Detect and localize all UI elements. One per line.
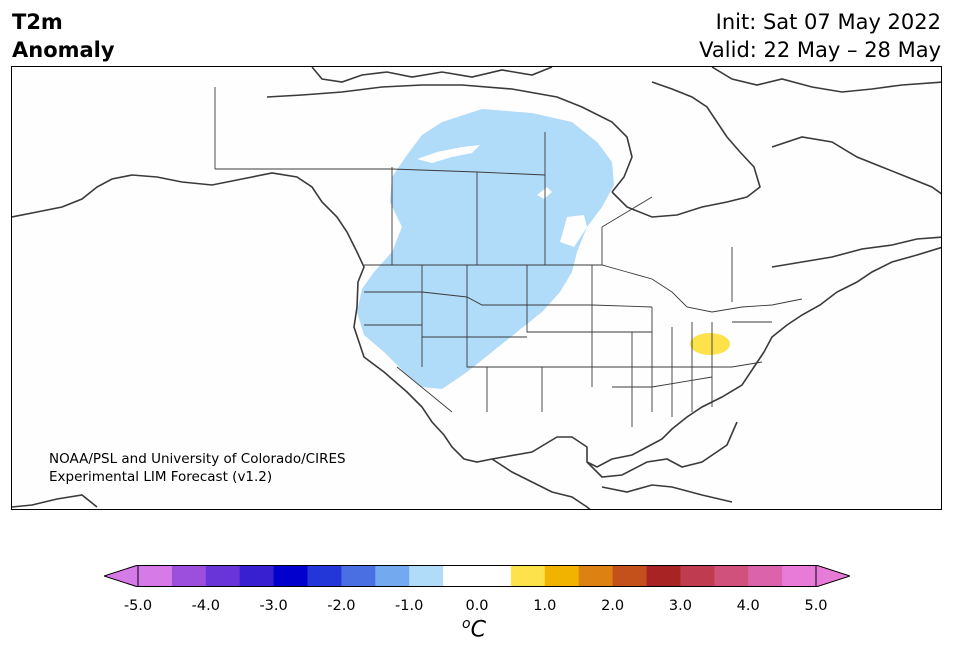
- plot-title: T2m Anomaly: [12, 8, 115, 64]
- colorbar-tick-label: -5.0: [123, 598, 153, 614]
- map-canvas: [12, 67, 941, 509]
- colorbar-segment: [578, 565, 614, 587]
- colorbar-segment: [307, 565, 342, 587]
- colorbar-segment: [375, 565, 410, 587]
- colorbar-segment: [714, 565, 749, 587]
- unit-degree: o: [462, 616, 471, 632]
- unit-letter: C: [470, 617, 486, 643]
- colorbar-unit: oC: [462, 616, 486, 642]
- valid-range: Valid: 22 May – 28 May: [699, 38, 941, 62]
- coastlines: [12, 67, 941, 509]
- title-line-2: Anomaly: [12, 38, 115, 62]
- colorbar-segment: [782, 565, 817, 587]
- colorbar-tick-label: -4.0: [191, 598, 220, 614]
- date-info: Init: Sat 07 May 2022 Valid: 22 May – 28…: [699, 8, 941, 64]
- title-line-1: T2m: [12, 10, 63, 34]
- colorbar-tick-label: 0.0: [465, 598, 489, 614]
- colorbar-segment: [273, 565, 308, 587]
- borders: [214, 87, 803, 427]
- colorbar-segment: [443, 565, 478, 587]
- cold-anomaly-region: [357, 109, 614, 389]
- colorbar-segment: [544, 565, 580, 587]
- colorbar-segment: [612, 565, 647, 587]
- colorbar-segment: [748, 565, 783, 587]
- credit-text: NOAA/PSL and University of Colorado/CIRE…: [49, 450, 346, 486]
- colorbar-segment: [646, 565, 681, 587]
- colorbar-tick-label: -1.0: [395, 598, 424, 614]
- colorbar-segment: [409, 565, 444, 587]
- colorbar-tick-label: 1.0: [533, 598, 557, 614]
- colorbar: [104, 565, 850, 587]
- colorbar-under-arrow: [104, 565, 139, 587]
- colorbar-tick-label: 3.0: [668, 598, 692, 614]
- colorbar-segment: [510, 565, 546, 587]
- colorbar-tick-label: 2.0: [601, 598, 625, 614]
- map-panel: NOAA/PSL and University of Colorado/CIRE…: [11, 66, 942, 510]
- colorbar-segment: [477, 565, 512, 587]
- colorbar-segment: [239, 565, 275, 587]
- colorbar-tick-label: 4.0: [736, 598, 760, 614]
- colorbar-segment: [680, 565, 715, 587]
- colorbar-segment: [341, 565, 376, 587]
- colorbar-segment: [205, 565, 241, 587]
- colorbar-over-arrow: [815, 565, 850, 587]
- colorbar-segment: [171, 565, 207, 587]
- credit-line-1: NOAA/PSL and University of Colorado/CIRE…: [49, 451, 346, 467]
- colorbar-tick-label: 5.0: [804, 598, 828, 614]
- colorbar-tick-label: -3.0: [259, 598, 288, 614]
- init-date: Init: Sat 07 May 2022: [715, 10, 941, 34]
- colorbar-segment: [138, 565, 173, 587]
- credit-line-2: Experimental LIM Forecast (v1.2): [49, 469, 273, 485]
- colorbar-tick-label: -2.0: [327, 598, 356, 614]
- warm-anomaly-region: [690, 333, 730, 355]
